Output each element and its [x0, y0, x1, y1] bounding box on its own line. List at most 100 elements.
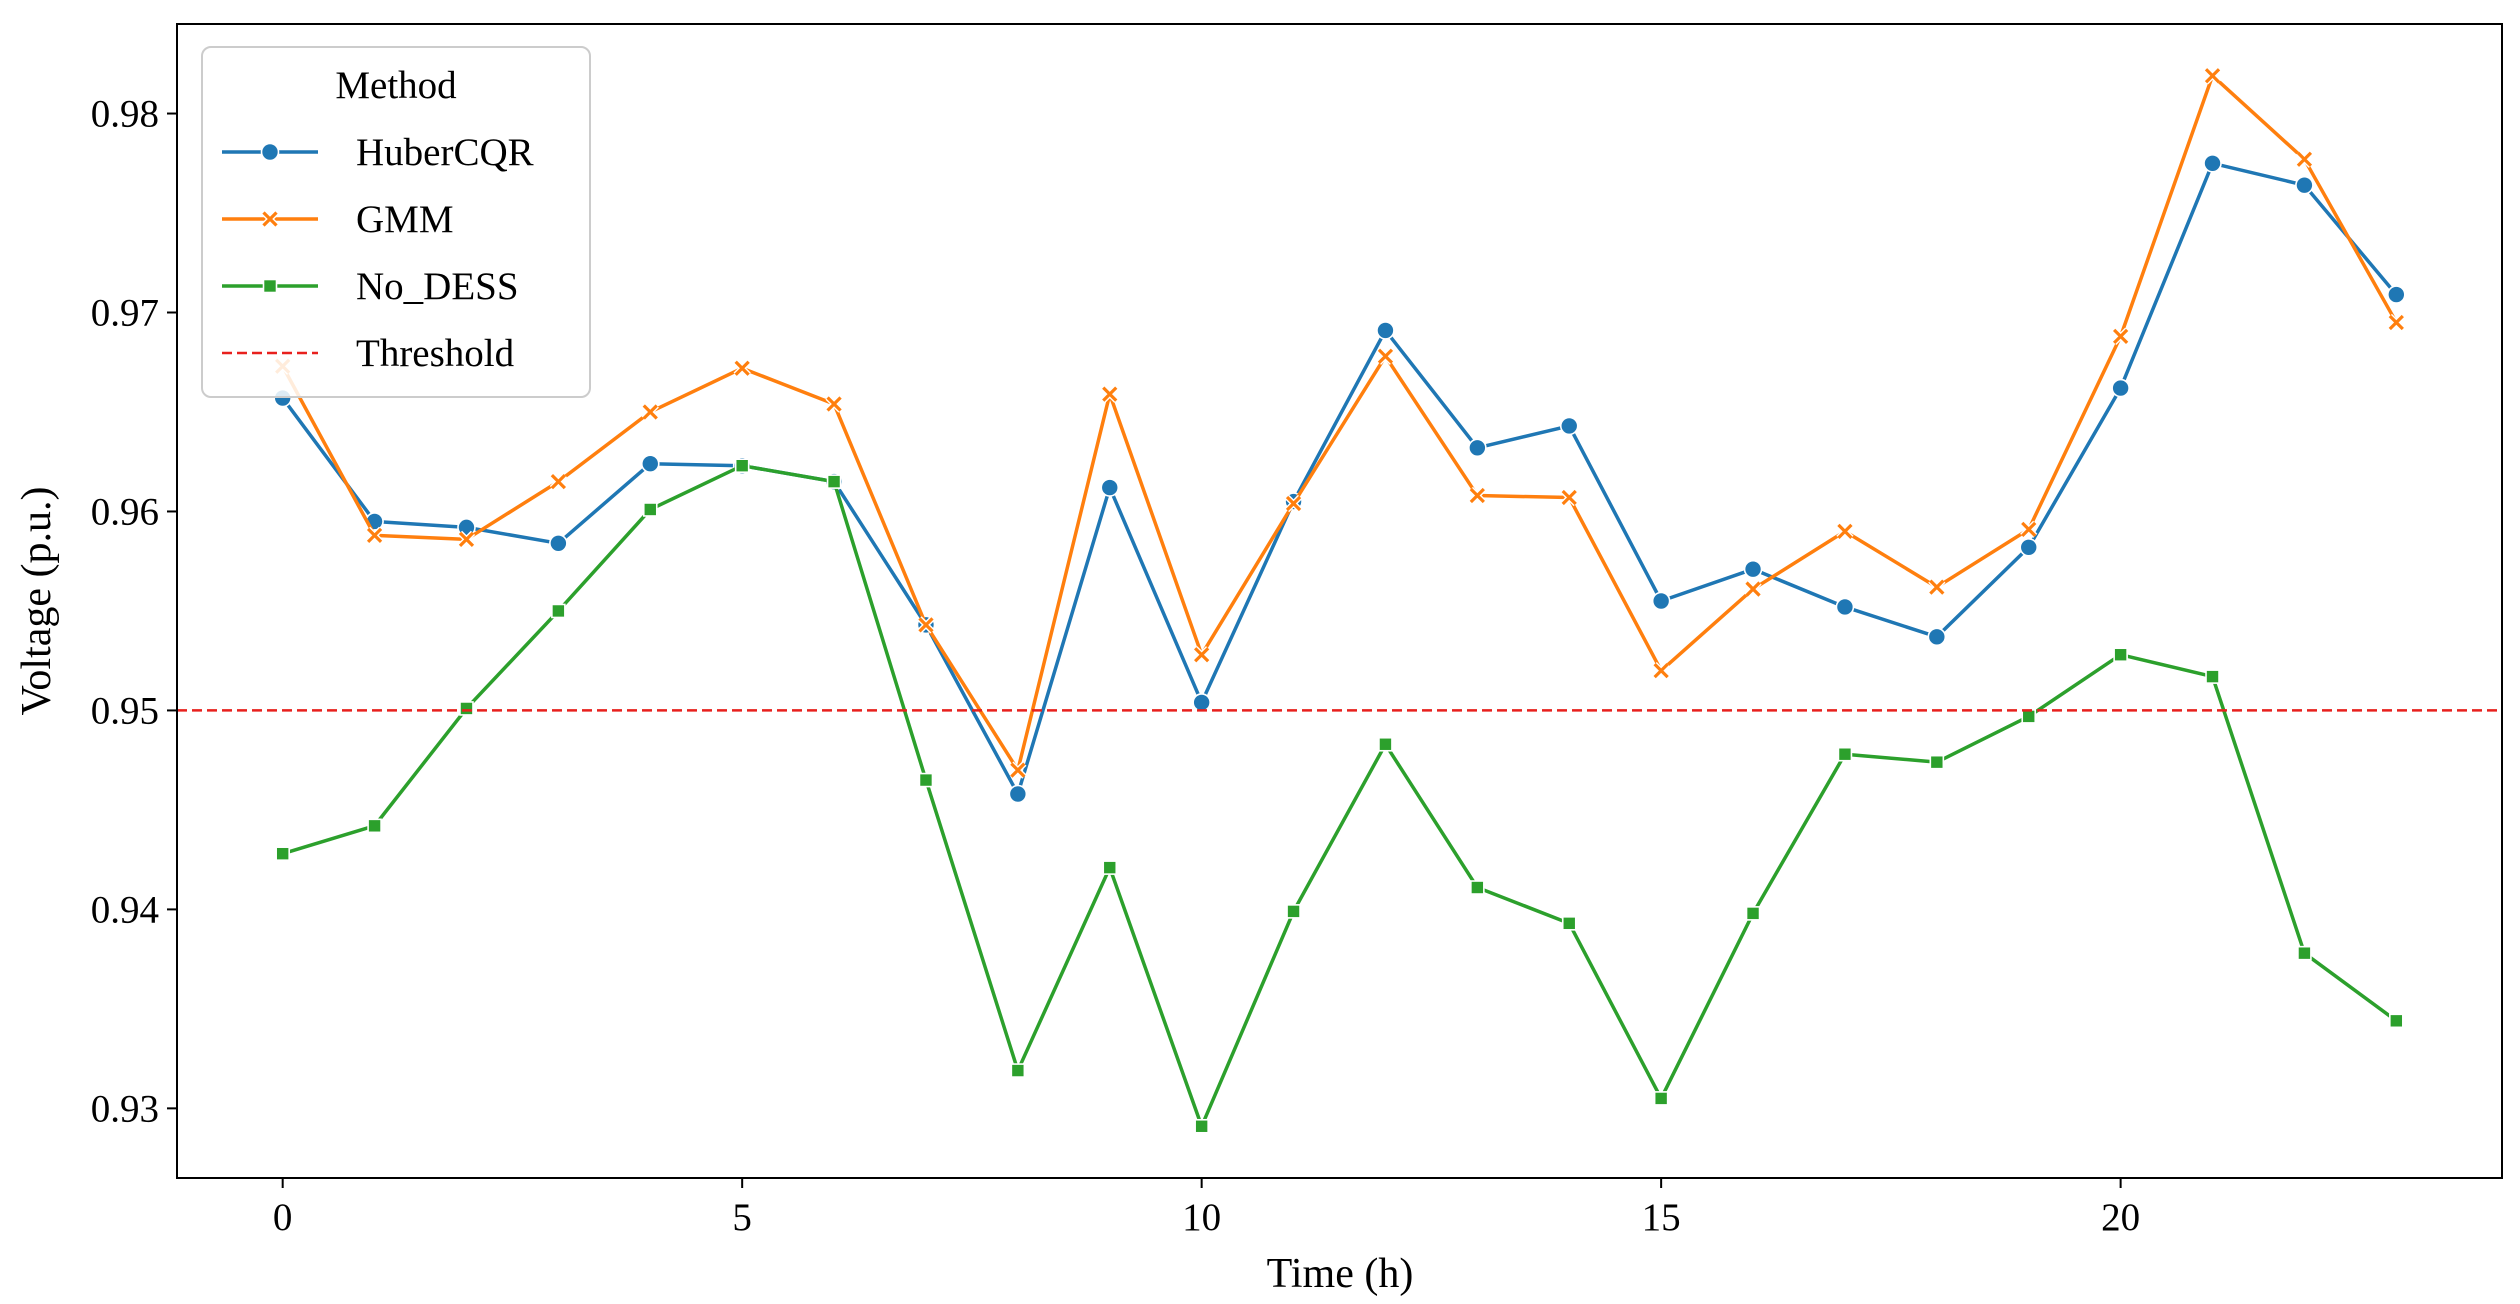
legend: Method HuberCQR GMM No_DESS Threshold — [201, 46, 591, 398]
point-no-dess-13 — [1470, 880, 1485, 895]
point-gmm-4 — [641, 403, 659, 421]
point-no-dess-15 — [1653, 1091, 1669, 1106]
series-line-hubercqr — [280, 161, 2399, 796]
point-no-dess-8 — [1010, 1063, 1026, 1078]
point-gmm-15 — [1652, 662, 1670, 680]
point-gmm-11 — [1284, 494, 1303, 513]
series-line-gmm — [280, 73, 2399, 772]
point-no-dess-16 — [1745, 906, 1761, 921]
point-hubercqr-17 — [1835, 597, 1855, 617]
point-no-dess-3 — [551, 603, 566, 619]
point-gmm-13 — [1468, 486, 1486, 505]
point-gmm-9 — [1101, 385, 1119, 403]
x-axis-label: Time (h) — [1267, 1251, 1414, 1297]
y-tick-label-3: 0.96 — [91, 490, 159, 533]
point-hubercqr-20 — [2111, 378, 2130, 398]
point-no-dess-1 — [367, 818, 382, 834]
point-gmm-7 — [917, 616, 935, 634]
legend-box — [201, 46, 591, 398]
point-gmm-10 — [1193, 646, 1211, 664]
plot-area — [177, 67, 2502, 1134]
point-no-dess-14 — [1561, 916, 1577, 931]
legend-label-threshold: Threshold — [356, 332, 515, 375]
point-hubercqr-12 — [1376, 321, 1395, 340]
series-line-no-dess — [280, 463, 2399, 1129]
plot-frame — [176, 23, 2503, 1179]
point-hubercqr-18 — [1927, 627, 1947, 647]
legend-label-hubercqr: HuberCQR — [356, 131, 534, 174]
legend-marker-no-dess — [262, 278, 278, 294]
point-gmm-1 — [365, 526, 384, 544]
legend-entry-threshold: Threshold — [222, 332, 515, 375]
point-gmm-23 — [2387, 313, 2405, 332]
point-gmm-21 — [2203, 67, 2222, 85]
y-tick-label-4: 0.97 — [91, 292, 159, 335]
y-tick-label-2: 0.95 — [91, 689, 159, 732]
legend-point-no-dess — [262, 278, 278, 294]
point-gmm-19 — [2020, 520, 2038, 538]
y-tick-label-0: 0.93 — [91, 1087, 159, 1130]
point-no-dess-18 — [1929, 754, 1945, 770]
y-tick-label-5: 0.98 — [91, 93, 159, 136]
point-hubercqr-14 — [1559, 416, 1579, 436]
x-tick-label-2: 10 — [1182, 1196, 1221, 1239]
point-no-dess-4 — [642, 502, 658, 517]
point-no-dess-11 — [1286, 904, 1301, 919]
legend-label-gmm: GMM — [356, 198, 454, 241]
series-gmm — [274, 67, 2405, 779]
point-hubercqr-22 — [2295, 175, 2314, 195]
point-no-dess-2 — [459, 701, 474, 716]
axes: 0 5 10 15 20 0.93 0.94 0.95 0.96 0.97 0.98 — [91, 93, 2140, 1239]
point-gmm-8 — [1009, 761, 1027, 779]
point-no-dess-6 — [826, 474, 842, 489]
legend-title: Method — [335, 64, 457, 107]
point-hubercqr-16 — [1743, 559, 1763, 579]
point-no-dess-9 — [1102, 860, 1118, 875]
point-no-dess-19 — [2021, 709, 2037, 724]
point-no-dess-22 — [2297, 945, 2312, 961]
legend-marker-hubercqr — [260, 142, 280, 162]
legend-entry-hubercqr: HuberCQR — [222, 131, 534, 174]
point-hubercqr-3 — [549, 533, 568, 553]
legend-entry-no-dess: No_DESS — [222, 265, 519, 308]
point-gmm-3 — [549, 472, 567, 491]
point-no-dess-7 — [918, 772, 934, 788]
y-axis-label: Voltage (p.u.) — [14, 486, 60, 715]
x-tick-label-3: 15 — [1642, 1196, 1681, 1239]
point-gmm-16 — [1744, 580, 1762, 598]
series-no-dess — [275, 458, 2404, 1134]
legend-marker-gmm — [261, 210, 279, 228]
point-gmm-12 — [1376, 347, 1395, 365]
point-gmm-2 — [457, 530, 476, 548]
point-gmm-17 — [1836, 522, 1854, 540]
legend-label-no-dess: No_DESS — [356, 265, 519, 308]
point-no-dess-21 — [2205, 669, 2220, 684]
point-hubercqr-4 — [640, 454, 660, 474]
legend-point-hubercqr — [260, 142, 280, 162]
x-tick-label-4: 20 — [2101, 1196, 2140, 1239]
point-no-dess-20 — [2113, 647, 2128, 663]
point-hubercqr-13 — [1468, 438, 1487, 458]
point-hubercqr-21 — [2203, 153, 2222, 173]
point-hubercqr-23 — [2387, 285, 2406, 304]
point-hubercqr-15 — [1651, 591, 1671, 611]
x-tick-label-0: 0 — [273, 1196, 293, 1239]
point-gmm-22 — [2295, 150, 2314, 168]
point-hubercqr-9 — [1100, 478, 1120, 497]
point-gmm-6 — [825, 395, 843, 413]
point-hubercqr-8 — [1008, 784, 1028, 804]
legend-point-gmm — [261, 210, 279, 228]
legend-entry-gmm: GMM — [222, 198, 454, 241]
y-tick-label-1: 0.94 — [91, 888, 159, 931]
point-gmm-5 — [733, 359, 751, 377]
point-no-dess-17 — [1837, 746, 1853, 762]
point-no-dess-10 — [1194, 1118, 1209, 1134]
point-gmm-18 — [1928, 578, 1946, 596]
point-gmm-20 — [2112, 327, 2130, 345]
point-no-dess-12 — [1378, 736, 1393, 752]
point-no-dess-5 — [734, 458, 750, 474]
x-tick-label-1: 5 — [732, 1196, 752, 1239]
point-hubercqr-19 — [2019, 537, 2039, 557]
point-gmm-14 — [1560, 488, 1578, 507]
